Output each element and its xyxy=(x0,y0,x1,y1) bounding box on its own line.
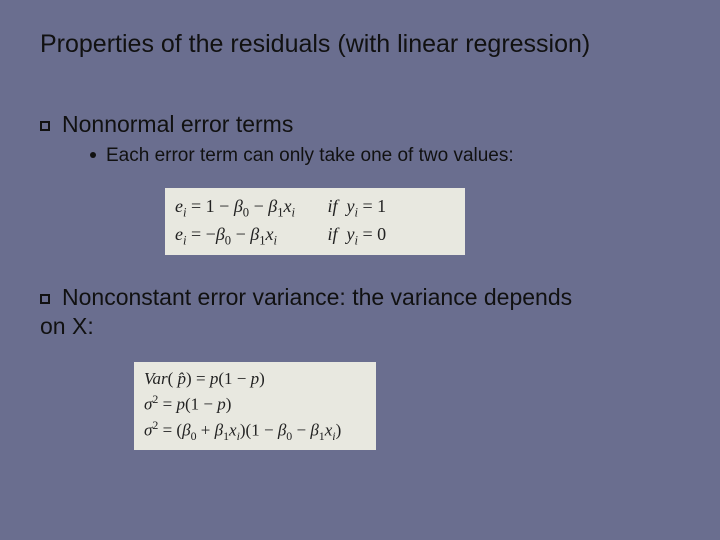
square-bullet-icon xyxy=(40,121,50,131)
bullet-nonconstant-variance: Nonconstant error variance: the variance… xyxy=(40,283,600,341)
bullet-text: Each error term can only take one of two… xyxy=(106,145,514,166)
equation-row: σ2 = p(1 − p) xyxy=(144,391,366,417)
bullet-nonnormal: Nonnormal error terms xyxy=(40,110,293,139)
equation-variance: Var( p̂) = p(1 − p) σ2 = p(1 − p) σ2 = (… xyxy=(134,362,376,450)
square-bullet-icon xyxy=(40,294,50,304)
equation-row: Var( p̂) = p(1 − p) xyxy=(144,368,366,391)
bullet-text: Nonconstant error variance: the variance… xyxy=(40,284,572,339)
equation-row: ei = −β0 − β1xi if yi = 0 xyxy=(175,222,455,250)
bullet-text: Nonnormal error terms xyxy=(62,111,293,137)
equation-error-cases: ei = 1 − β0 − β1xi if yi = 1 ei = −β0 − … xyxy=(165,188,465,255)
equation-row: ei = 1 − β0 − β1xi if yi = 1 xyxy=(175,194,455,222)
dot-bullet-icon xyxy=(90,152,96,158)
slide-title: Properties of the residuals (with linear… xyxy=(40,30,590,59)
equation-row: σ2 = (β0 + β1xi)(1 − β0 − β1xi) xyxy=(144,417,366,444)
bullet-each-error: Each error term can only take one of two… xyxy=(90,145,514,167)
